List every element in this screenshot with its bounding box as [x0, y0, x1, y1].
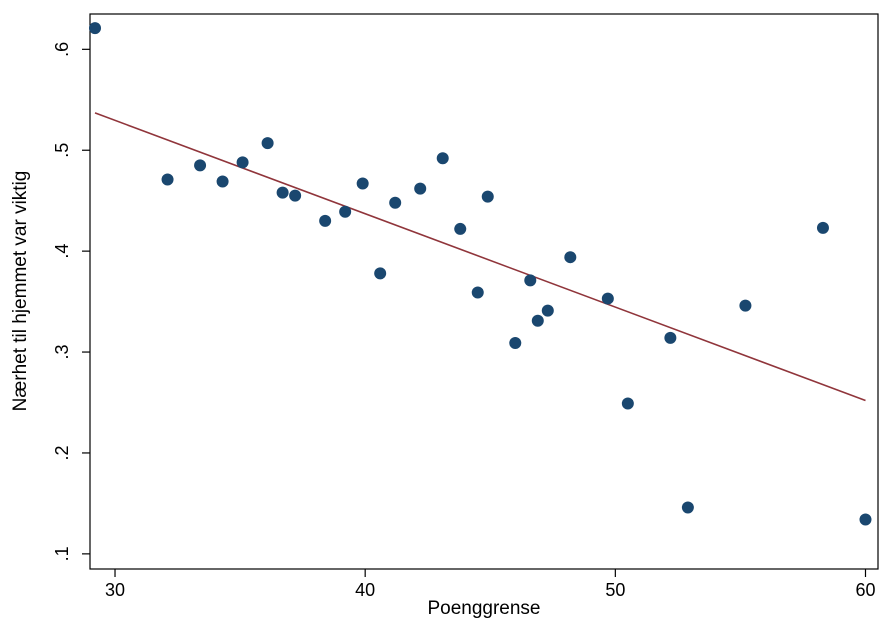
- data-point: [319, 214, 332, 227]
- x-axis: 30 40 50 60: [105, 569, 876, 600]
- fit-line-layer: [94, 112, 866, 402]
- y-axis: .1 .2 .3 .4 .5 .6: [52, 42, 90, 561]
- x-tick-label: 50: [605, 580, 625, 600]
- data-point: [564, 251, 577, 264]
- fit-line: [94, 112, 866, 402]
- points-layer: [89, 22, 872, 526]
- data-point: [194, 159, 207, 172]
- y-tick-label: .6: [52, 42, 72, 57]
- data-point: [681, 501, 694, 514]
- data-point: [859, 513, 872, 526]
- data-point: [481, 190, 494, 203]
- data-point: [276, 186, 289, 199]
- data-point: [524, 274, 537, 287]
- data-point: [471, 286, 484, 299]
- x-tick-label: 30: [105, 580, 125, 600]
- y-tick-label: .4: [52, 244, 72, 259]
- plot-frame: [89, 13, 879, 570]
- data-point: [89, 22, 102, 35]
- data-point: [739, 299, 752, 312]
- data-point: [621, 397, 634, 410]
- data-point: [436, 152, 449, 165]
- y-tick-label: .2: [52, 445, 72, 460]
- x-tick-label: 40: [355, 580, 375, 600]
- y-tick-label: .5: [52, 143, 72, 158]
- data-point: [161, 173, 174, 186]
- y-tick-label: .3: [52, 345, 72, 360]
- data-point: [389, 196, 402, 209]
- data-point: [414, 182, 427, 195]
- data-point: [531, 314, 544, 327]
- x-axis-title: Poenggrense: [427, 598, 540, 619]
- data-point: [374, 267, 387, 280]
- data-point: [601, 292, 614, 305]
- data-point: [454, 222, 467, 235]
- y-axis-title: Nærhet til hjemmet var viktig: [10, 171, 31, 412]
- data-point: [236, 156, 249, 169]
- data-point: [261, 137, 274, 150]
- data-point: [664, 331, 677, 344]
- data-point: [356, 177, 369, 190]
- data-point: [509, 336, 522, 349]
- data-point: [541, 304, 554, 317]
- y-tick-label: .1: [52, 546, 72, 561]
- data-point: [816, 221, 829, 234]
- data-point: [289, 189, 302, 202]
- data-point: [339, 205, 352, 218]
- data-point: [216, 175, 229, 188]
- x-tick-label: 60: [855, 580, 875, 600]
